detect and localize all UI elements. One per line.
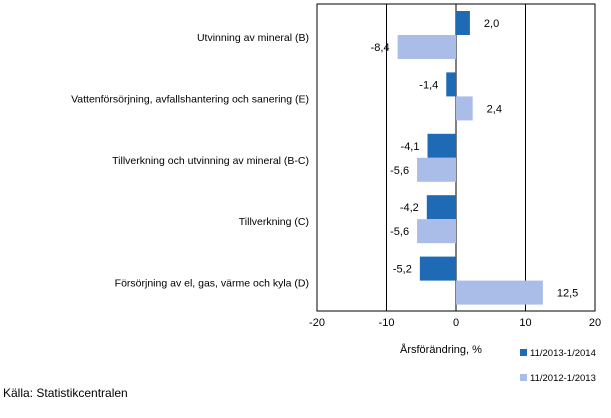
bar-previous (456, 96, 473, 121)
category-label: Tillverkning (C) (239, 216, 309, 228)
bar-value-label: -4,2 (400, 202, 419, 214)
bar-current (419, 256, 456, 281)
x-tick-label: 20 (589, 317, 601, 329)
category-labels: Utvinning av mineral (B) Vattenförsörjnin… (71, 32, 309, 290)
bar-value-label: 2,4 (487, 103, 502, 115)
bar-value-label: -5,2 (393, 264, 412, 276)
bar-value-label: -4,1 (401, 141, 420, 153)
bar-value-label: -8,4 (371, 42, 390, 54)
legend: 11/2013-1/2014 11/2012-1/2013 (520, 348, 596, 384)
x-tick-label: 0 (453, 317, 459, 329)
x-tick-label: 10 (519, 317, 531, 329)
bars (397, 11, 543, 305)
bar-previous (456, 280, 543, 305)
x-tick-label: -10 (379, 317, 395, 329)
bar-labels: 2,0 -8,4 -1,4 2,4 -4,1 -5,6 -4,2 -5,6 -5,2 12,5 (371, 18, 579, 300)
bar-value-label: -5,6 (390, 226, 409, 238)
legend-label: 11/2012-1/2013 (530, 373, 596, 384)
bar-current (446, 72, 456, 97)
bar-current (426, 195, 456, 220)
bar-current (427, 133, 456, 158)
category-label: Vattenförsörjning, avfallshantering och … (71, 93, 309, 105)
bar-current (456, 11, 470, 35)
x-axis-title: Årsförändring, % (400, 343, 482, 356)
x-tick-label: -20 (309, 317, 325, 329)
bar-value-label: -5,6 (390, 165, 409, 177)
category-label: Försörjning av el, gas, värme och kyla (… (115, 278, 309, 290)
bar-previous (417, 157, 456, 182)
legend-label: 11/2013-1/2014 (530, 348, 596, 359)
legend-swatch (520, 349, 527, 356)
bar-previous (397, 35, 456, 59)
bar-previous (417, 219, 456, 244)
category-label: Tillverkning och utvinning av mineral (B… (112, 155, 309, 167)
source-note: Källa: Statistikcentralen (3, 386, 128, 400)
legend-swatch (520, 374, 527, 381)
category-label: Utvinning av mineral (B) (197, 32, 309, 44)
bar-value-label: 2,0 (484, 18, 499, 30)
x-tick-labels: -20 -10 0 10 20 (309, 317, 601, 329)
bar-value-label: 12,5 (557, 288, 578, 300)
bar-value-label: -1,4 (419, 79, 438, 91)
